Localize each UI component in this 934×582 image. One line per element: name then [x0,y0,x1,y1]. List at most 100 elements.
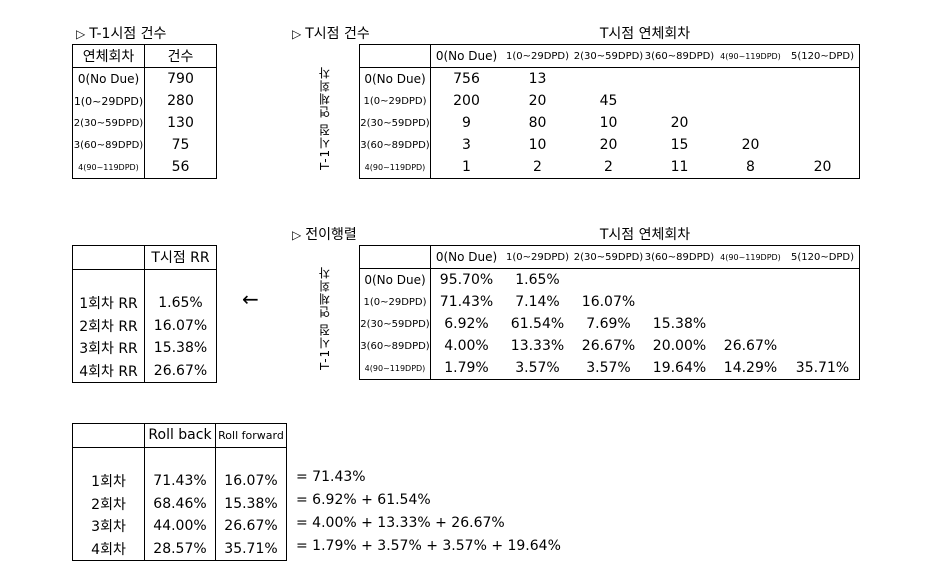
roll-forward-value: 35.71% [224,540,278,557]
matrix-cell: 2 [533,159,542,175]
roll-formula: = 4.00% + 13.33% + 26.67% [296,515,505,531]
matrix-cell: 26.67% [581,338,636,354]
roll-formula: = 1.79% + 3.57% + 3.57% + 19.64% [296,538,561,554]
row-header: 1(0~29DPD) [359,90,431,112]
matrix-cell: 200 [453,93,480,109]
row-header: 4(90~119DPD) [359,357,431,380]
matrix-cell: 15 [670,137,689,153]
matrix-cell: 19.64% [652,360,707,376]
table-row: 2(30~59DPD) 9 80 10 20 [359,112,860,134]
matrix-cell: 9 [462,115,471,131]
column-header: 5(120~DPD) [786,44,860,68]
matrix-cell [786,90,860,112]
transition-matrix-column-group-label: T시점 연체회차 [599,227,691,243]
matrix-cell: 20.00% [652,338,707,354]
matrix-cell: 11 [670,159,689,175]
rr-table: T시점 RR 1회차 RR 1.65% 2회차 RR 16.07% 3회차 RR… [72,245,217,383]
prev-counts-row-label: 0(No Due) [72,67,145,90]
prev-counts-row-value: 75 [171,137,190,153]
matrix-cell: 7.69% [586,316,631,332]
matrix-cell: 1.79% [444,360,489,376]
matrix-cell: 1 [462,159,471,175]
matrix-cell [573,269,644,292]
roll-corner-cell [72,423,145,448]
rr-row-label: 4회차 RR [72,359,145,383]
column-header: 0(No Due) [430,44,502,68]
column-header: 3(60~89DPD) [644,245,715,269]
rr-spacer [145,269,217,292]
matrix-cell: 45 [599,93,618,109]
column-header: 1(0~29DPD) [502,44,573,68]
counts-matrix-column-group-label: T시점 연체회차 [599,26,691,42]
matrix-cell [573,68,644,91]
roll-row-label: 3회차 [72,515,145,538]
row-header: 0(No Due) [359,67,431,90]
prev-counts-row-label: 4(90~119DPD) [72,156,145,179]
triangle-right-icon: ▷ [292,27,302,41]
column-header: 3(60~89DPD) [644,44,715,68]
matrix-cell [644,291,715,313]
roll-formula: = 6.92% + 61.54% [296,492,431,508]
matrix-cell [786,291,860,313]
column-header: 5(120~DPD) [786,245,860,269]
roll-forward-value: 16.07% [224,473,278,490]
table-row: 3회차 44.00% 26.67% [72,515,287,538]
roll-spacer [216,447,287,470]
row-header: 4(90~119DPD) [359,156,431,179]
roll-forward-header: Roll forward [215,423,287,448]
table-row: 1(0~29DPD) 200 20 45 [359,90,860,112]
row-header: 0(No Due) [359,268,431,291]
column-header: 1(0~29DPD) [502,245,573,269]
matrix-cell [715,313,786,335]
matrix-corner-cell [359,44,431,68]
table-row: 2회차 68.46% 15.38% [72,492,287,515]
transition-matrix-table: 0(No Due) 1(0~29DPD) 2(30~59DPD) 3(60~89… [359,245,860,380]
matrix-cell [786,112,860,134]
matrix-cell: 6.92% [444,316,489,332]
roll-back-value: 71.43% [144,470,216,493]
matrix-cell: 756 [453,71,480,87]
prev-counts-row-value: 790 [167,71,194,87]
table-row: 1회차 71.43% 16.07% [72,470,287,493]
column-header: 2(30~59DPD) [573,245,644,269]
table-row: 4(90~119DPD) 1 2 2 11 8 20 [359,156,860,179]
roll-spacer [72,447,145,470]
matrix-cell [786,134,860,156]
roll-back-value: 44.00% [144,515,216,538]
matrix-cell [786,268,860,291]
matrix-cell: 20 [528,93,547,109]
counts-matrix-row-group-label: T-1시점 연체회차 [318,66,332,171]
prev-counts-header-2: 건수 [144,44,217,68]
triangle-right-icon: ▷ [76,27,86,41]
counts-matrix-table: 0(No Due) 1(0~29DPD) 2(30~59DPD) 3(60~89… [359,44,860,179]
rr-row-label: 2회차 RR [72,314,145,337]
prev-counts-header-1: 연체회차 [72,44,145,68]
matrix-corner-cell [359,245,431,269]
matrix-cell: 20 [670,115,689,131]
rr-row-value: 26.67% [153,362,208,379]
prev-counts-row-value: 130 [167,115,194,131]
roll-rate-table: Roll back Roll forward 1회차 71.43% 16.07%… [72,423,287,561]
column-header: 4(90~119DPD) [715,44,786,68]
table-row: 4(90~119DPD) 1.79% 3.57% 3.57% 19.64% 14… [359,357,860,380]
rr-row-label: 1회차 RR [72,292,145,315]
matrix-cell: 10 [528,137,547,153]
matrix-cell: 2 [604,159,613,175]
rr-spacer [72,269,145,292]
matrix-cell [644,269,715,292]
table-row: 2(30~59DPD) 6.92% 61.54% 7.69% 15.38% [359,313,860,335]
rr-corner-cell [72,245,145,270]
row-header: 2(30~59DPD) [359,313,431,335]
matrix-cell: 13.33% [510,338,565,354]
rr-row-value: 15.38% [153,340,208,357]
roll-forward-value: 26.67% [224,518,278,535]
matrix-cell: 61.54% [510,316,565,332]
prev-counts-row-value: 56 [171,159,190,175]
matrix-cell: 80 [528,115,547,131]
table-row: 4회차 28.57% 35.71% [72,537,287,561]
matrix-cell: 14.29% [723,360,778,376]
row-header: 1(0~29DPD) [359,291,431,313]
matrix-cell: 3.57% [515,360,560,376]
matrix-cell [786,313,860,335]
rr-header: T시점 RR [144,245,217,270]
